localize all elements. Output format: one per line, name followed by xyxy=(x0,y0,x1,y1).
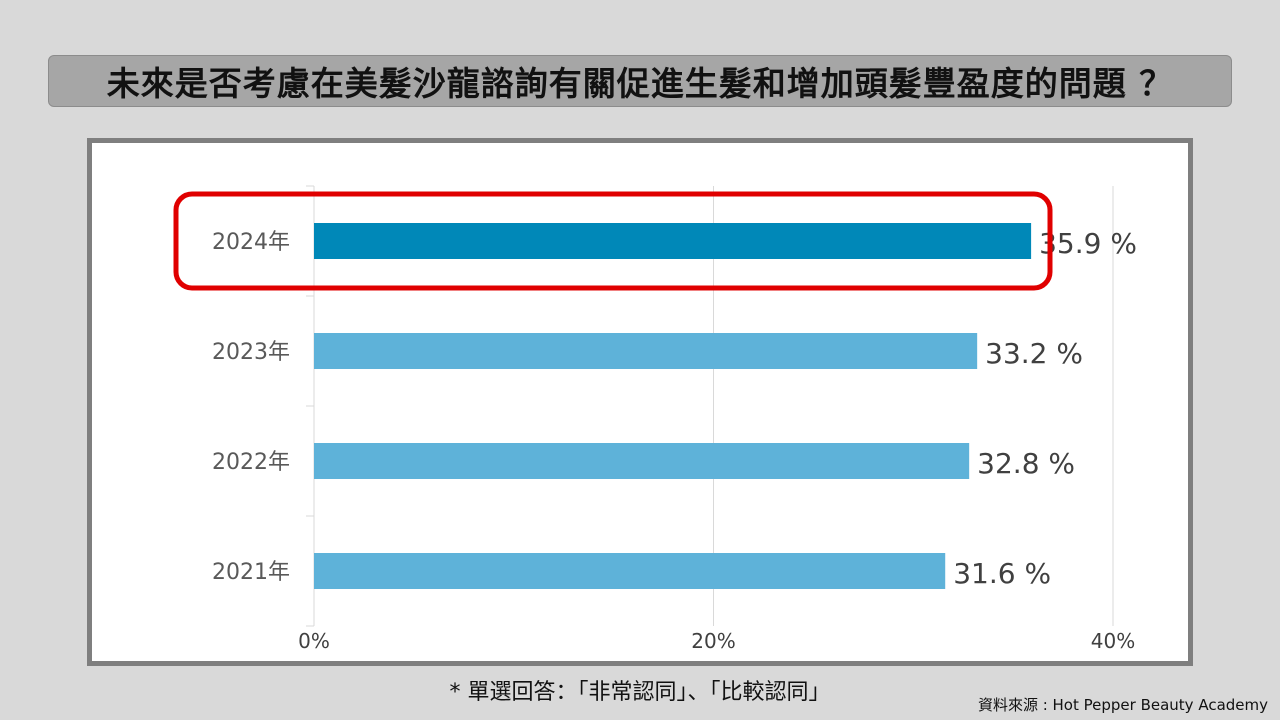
x-tick-label: 0% xyxy=(298,629,330,653)
highlight-box xyxy=(173,191,1053,291)
x-tick-label: 20% xyxy=(691,629,735,653)
data-label: 31.6 % xyxy=(953,557,1051,590)
bar-0 xyxy=(314,223,1032,259)
bar-3 xyxy=(314,553,946,589)
bar-2 xyxy=(314,443,970,479)
data-label: 35.9 % xyxy=(1039,227,1137,260)
category-label: 2022年 xyxy=(212,450,290,475)
title-bar: 未來是否考慮在美髮沙龍諮詢有關促進生髮和增加頭髮豐盈度的問題 ？ xyxy=(48,55,1232,107)
category-label: 2021年 xyxy=(212,560,290,585)
category-label: 2024年 xyxy=(212,230,290,255)
category-label: 2023年 xyxy=(212,340,290,365)
data-label: 32.8 % xyxy=(977,447,1075,480)
bar-1 xyxy=(314,333,978,369)
footnote: * 單選回答：「非常認同」、「比較認同」 xyxy=(449,680,831,705)
page-title: 未來是否考慮在美髮沙龍諮詢有關促進生髮和增加頭髮豐盈度的問題 ？ xyxy=(106,64,1174,103)
source-credit: 資料來源 : Hot Pepper Beauty Academy xyxy=(977,696,1268,714)
x-tick-label: 40% xyxy=(1091,629,1135,653)
data-label: 33.2 % xyxy=(985,337,1083,370)
